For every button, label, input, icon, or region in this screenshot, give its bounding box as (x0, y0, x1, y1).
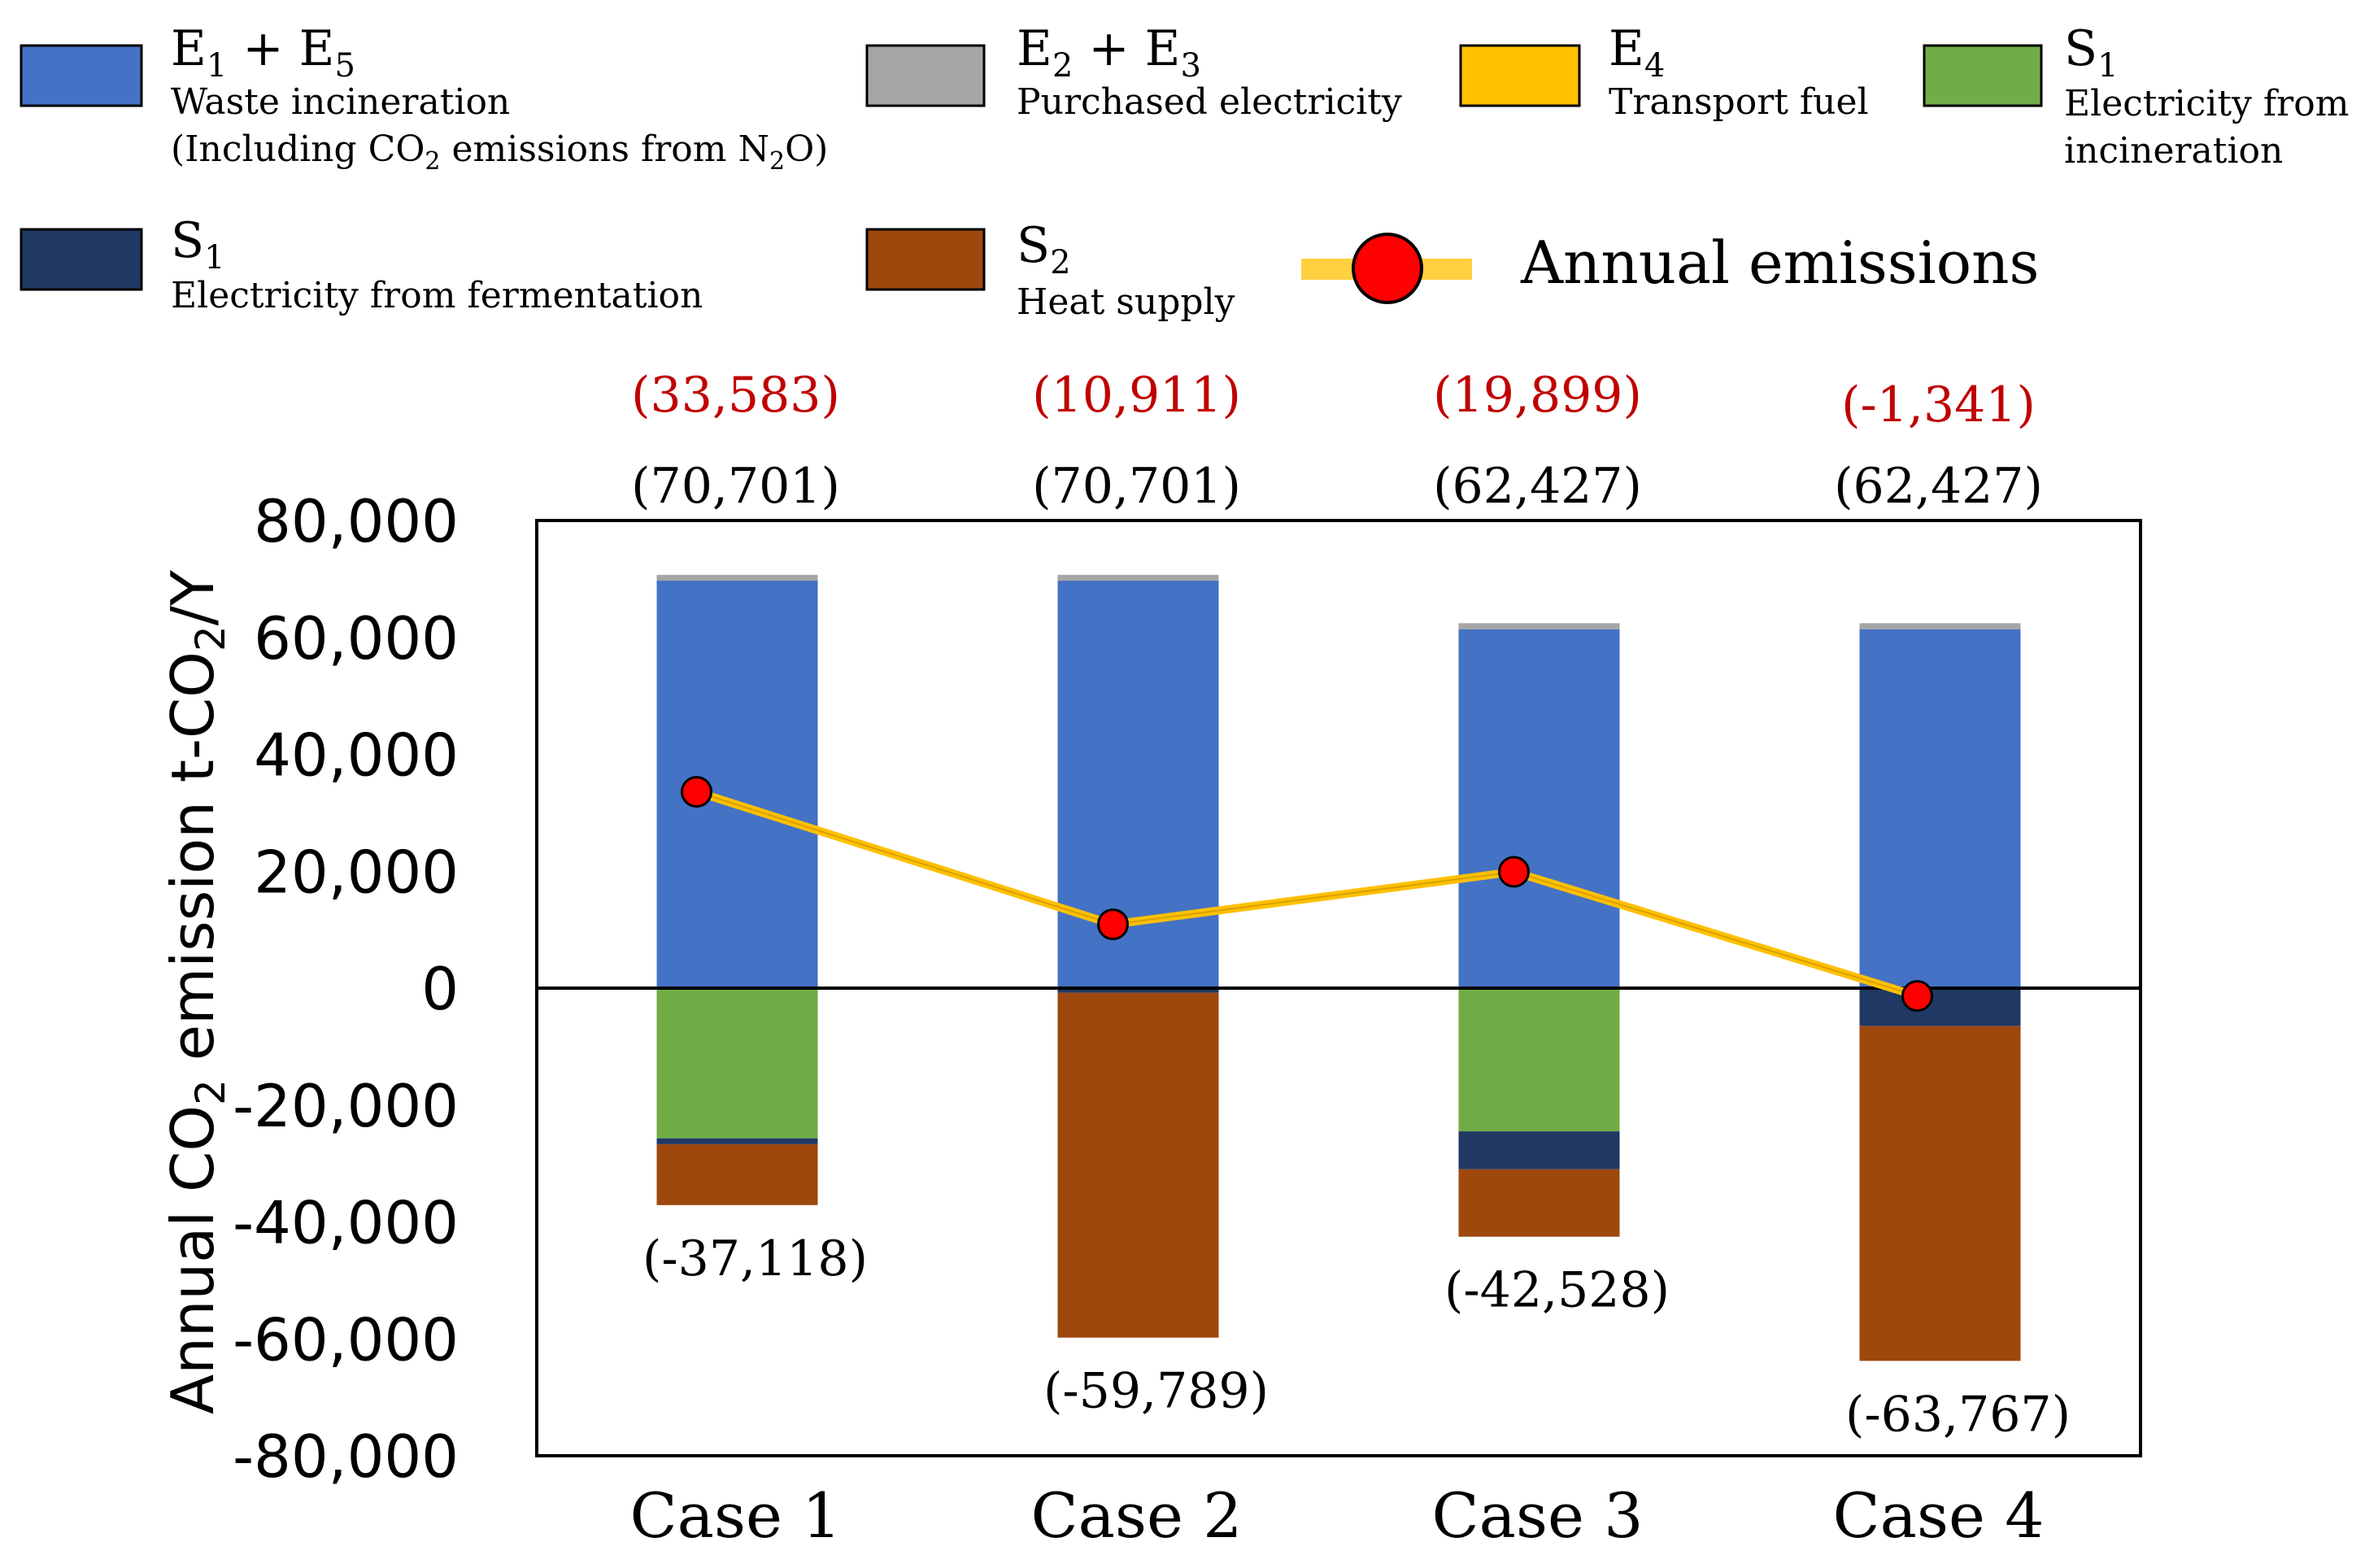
x-axis: Case 1 Case 2 Case 3 Case 4 (630, 1479, 2045, 1552)
x-tick-label-case-3: Case 3 (1432, 1479, 1644, 1552)
bar-e15-case-2 (1057, 581, 1219, 988)
plot-area (535, 519, 2142, 1457)
y-axis-label: Annual CO2 emission t-CO2/Y (159, 569, 234, 1414)
bar-e23-case-2 (1057, 574, 1219, 581)
legend-swatch-s1inc (1923, 44, 2043, 107)
bar-s2-case-2 (1057, 992, 1219, 1338)
x-tick-label-case-4: Case 4 (1833, 1479, 2045, 1552)
legend: E1 + E5 Waste incineration (Including CO… (20, 20, 2349, 323)
legend-item-e23: E2 + E3 Purchased electricity (865, 20, 1402, 123)
positive-total-label-case-2: (70,701) (1032, 458, 1241, 515)
legend-swatch-e23 (865, 44, 986, 107)
annual-total-label-case-1: (33,583) (631, 367, 840, 424)
positive-total-label-case-4: (62,427) (1834, 458, 2043, 515)
legend-item-s1inc: S1 Electricity from incineration (1923, 20, 2349, 172)
annual-emissions-line-edge (696, 791, 1918, 997)
annual-emission-point-case-1 (681, 776, 712, 808)
annual-emission-point-case-4 (1901, 980, 1933, 1013)
y-tick-label: 80,000 (254, 487, 459, 555)
legend-item-e4: E4 Transport fuel (1459, 20, 1869, 123)
y-tick-label: 20,000 (254, 838, 459, 906)
legend-desc-e15: Waste incineration (171, 81, 510, 123)
legend-desc2-e15: (Including CO2 emissions from N2O) (171, 128, 828, 176)
negative-total-label-case-1: (-37,118) (642, 1230, 868, 1287)
y-tick-label: -60,000 (233, 1305, 459, 1374)
bottom-labels: (-37,118) (-59,789) (-42,528) (-63,767) (642, 1230, 2071, 1444)
bar-s1fer-case-2 (1057, 988, 1219, 993)
legend-swatch-s2 (865, 228, 986, 291)
bar-e15-case-3 (1458, 629, 1620, 988)
bar-s1inc-case-3 (1458, 988, 1620, 1132)
legend-title-e4: E4 (1609, 20, 1665, 85)
bar-e15-case-1 (656, 581, 818, 988)
bars (656, 574, 2021, 1361)
positive-total-label-case-3: (62,427) (1433, 458, 1642, 515)
legend-swatch-e15 (20, 44, 143, 107)
legend-desc-s1fer: Electricity from fermentation (171, 275, 703, 316)
legend-title-s2: S2 (1017, 217, 1071, 281)
bar-s1inc-case-1 (656, 988, 818, 1139)
bar-s2-case-3 (1458, 1169, 1620, 1237)
legend-title-s1fer: S1 (171, 212, 225, 277)
bar-s1fer-case-4 (1859, 988, 2021, 1026)
legend-swatch-e4 (1459, 44, 1581, 107)
legend-marker-swatch (1352, 233, 1423, 304)
annual-total-label-case-4: (-1,341) (1841, 377, 2036, 433)
bar-e23-case-4 (1859, 623, 2021, 629)
legend-item-annual: Annual emissions (1301, 229, 2039, 304)
negative-total-label-case-4: (-63,767) (1845, 1386, 2071, 1443)
annual-emissions-markers (681, 776, 1933, 1013)
bar-e15-case-4 (1859, 629, 2021, 988)
x-tick-label-case-1: Case 1 (630, 1479, 842, 1552)
annual-total-label-case-2: (10,911) (1032, 367, 1241, 424)
annual-emissions-line (695, 787, 1919, 1000)
legend-desc-s2: Heat supply (1017, 281, 1235, 323)
legend-label-annual: Annual emissions (1520, 229, 2039, 297)
bar-e23-case-1 (656, 574, 818, 581)
positive-total-label-case-1: (70,701) (631, 458, 840, 515)
bar-s1fer-case-3 (1458, 1131, 1620, 1169)
legend-desc2-s1inc: incineration (2064, 130, 2283, 172)
y-axis: 80,000 60,000 40,000 20,000 0 -20,000 -40,000 -… (233, 487, 459, 1491)
y-tick-label: 40,000 (254, 721, 459, 790)
annual-emission-point-case-3 (1498, 856, 1530, 888)
x-tick-label-case-2: Case 2 (1031, 1479, 1243, 1552)
y-tick-label: -20,000 (233, 1072, 459, 1140)
bar-s2-case-4 (1859, 1026, 2021, 1361)
legend-item-e15: E1 + E5 Waste incineration (Including CO… (20, 20, 828, 176)
legend-desc-s1inc: Electricity from (2064, 83, 2349, 124)
legend-item-s1fer: S1 Electricity from fermentation (20, 212, 703, 316)
bar-s2-case-1 (656, 1143, 818, 1205)
negative-total-label-case-2: (-59,789) (1043, 1363, 1269, 1420)
y-tick-label: 0 (421, 955, 459, 1023)
bar-s1fer-case-1 (656, 1138, 818, 1144)
y-tick-label: -80,000 (233, 1422, 459, 1491)
legend-title-e23: E2 + E3 (1017, 20, 1201, 85)
bar-e23-case-3 (1458, 623, 1620, 629)
legend-swatch-s1fer (20, 228, 143, 291)
y-tick-label: -40,000 (233, 1189, 459, 1257)
annual-emission-point-case-2 (1097, 908, 1129, 941)
top-labels: (33,583) (10,911) (19,899) (-1,341) (70,701)… (631, 367, 2043, 515)
plot-frame (535, 519, 2142, 1457)
legend-item-s2: S2 Heat supply (865, 217, 1235, 323)
annual-total-label-case-3: (19,899) (1433, 367, 1642, 424)
legend-title-e15: E1 + E5 (171, 20, 355, 85)
legend-desc-e4: Transport fuel (1609, 81, 1869, 123)
legend-desc-e23: Purchased electricity (1017, 81, 1402, 123)
negative-total-label-case-3: (-42,528) (1444, 1262, 1670, 1319)
legend-title-s1inc: S1 (2064, 20, 2119, 85)
y-tick-label: 60,000 (254, 604, 459, 673)
